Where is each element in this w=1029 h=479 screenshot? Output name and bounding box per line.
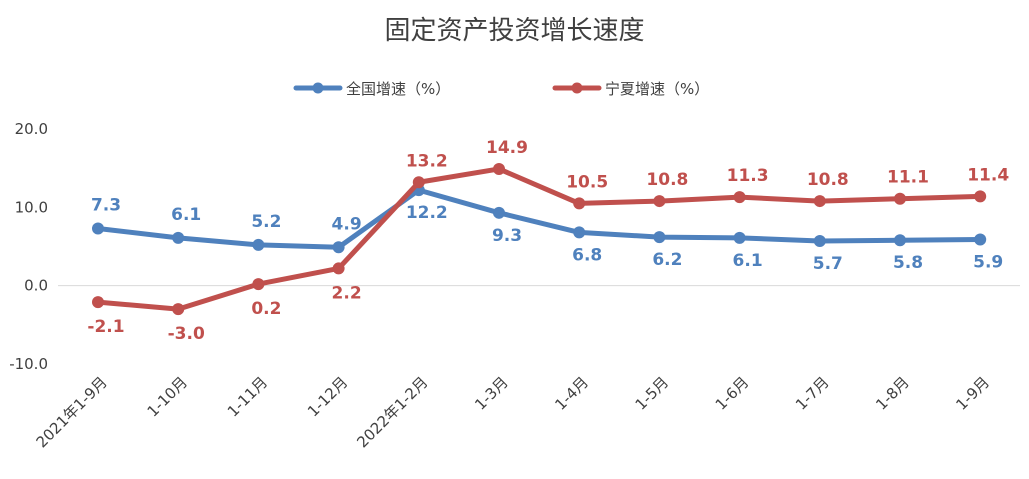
data-point	[332, 262, 345, 275]
data-label: 14.9	[486, 138, 528, 158]
data-label: 11.1	[887, 168, 929, 188]
legend-item: 宁夏增速（%）	[552, 80, 709, 98]
series-layer	[92, 162, 987, 316]
data-point	[252, 278, 265, 291]
legend-swatch-marker	[312, 82, 324, 94]
y-tick-label: 20.0	[15, 120, 48, 138]
data-label: 6.2	[652, 250, 682, 270]
x-tick-label: 1-7月	[792, 373, 833, 414]
data-label: 10.8	[807, 170, 849, 190]
x-tick-label: 1-3月	[471, 373, 512, 414]
x-tick-label: 1-5月	[632, 373, 673, 414]
x-tick-label: 1-8月	[872, 373, 913, 414]
x-tick-label: 1-4月	[551, 373, 592, 414]
data-label: 6.1	[733, 251, 763, 271]
x-tick-label: 1-12月	[304, 373, 351, 420]
chart-title: 固定资产投资增长速度	[384, 16, 645, 46]
data-label: -2.1	[87, 317, 124, 337]
data-label: 11.4	[967, 165, 1009, 185]
data-label: 4.9	[332, 214, 362, 234]
legend: 全国增速（%） 宁夏增速（%）	[293, 80, 709, 98]
data-label: 10.8	[646, 170, 688, 190]
data-label: 2.2	[332, 283, 362, 303]
data-point	[92, 222, 104, 235]
data-point	[733, 191, 746, 204]
data-point	[332, 241, 345, 254]
data-label: 6.1	[171, 205, 201, 225]
data-label: 5.9	[973, 252, 1003, 272]
y-tick-label: 0.0	[24, 277, 48, 295]
data-point	[92, 296, 104, 309]
x-tick-label: 1-9月	[952, 373, 993, 414]
data-label: 5.7	[813, 254, 843, 274]
data-point	[653, 231, 666, 244]
x-tick-label: 1-10月	[144, 373, 191, 420]
data-point	[252, 238, 265, 251]
data-label: 10.5	[566, 172, 608, 192]
x-tick-label: 2021年1-9月	[33, 373, 111, 451]
data-label: 7.3	[91, 195, 121, 215]
legend-label: 宁夏增速（%）	[605, 80, 709, 98]
y-tick-label: 10.0	[15, 198, 48, 216]
legend-item: 全国增速（%）	[293, 80, 450, 98]
data-point	[653, 195, 666, 208]
legend-swatch-marker	[571, 82, 583, 94]
data-label: 0.2	[251, 299, 281, 319]
data-label: 12.2	[406, 203, 448, 223]
data-point	[894, 234, 906, 247]
data-label: 13.2	[406, 151, 448, 171]
y-tick-label: -10.0	[9, 355, 48, 373]
x-tick-label: 1-11月	[224, 373, 271, 420]
data-label: 5.8	[893, 253, 923, 273]
series-line	[95, 166, 983, 312]
data-point	[974, 233, 987, 246]
data-label: 11.3	[727, 166, 769, 186]
data-label: 5.2	[251, 212, 281, 232]
data-label: 6.8	[572, 245, 602, 265]
data-point	[573, 226, 586, 239]
data-label: -3.0	[168, 324, 205, 344]
data-point	[412, 176, 425, 189]
data-point	[493, 206, 505, 219]
series-line	[95, 187, 983, 250]
x-tick-label: 2022年1-2月	[353, 373, 431, 451]
x-tick-label: 1-6月	[712, 373, 753, 414]
data-point	[813, 235, 826, 248]
data-point	[813, 195, 826, 208]
data-label: 9.3	[492, 226, 522, 246]
data-point	[172, 303, 185, 316]
data-point	[733, 231, 746, 244]
data-point	[894, 192, 906, 205]
data-point	[172, 231, 185, 244]
data-point	[573, 197, 586, 210]
legend-label: 全国增速（%）	[346, 80, 450, 98]
data-point	[493, 162, 505, 175]
data-label-layer: 7.3 6.1 5.2 4.9 12.2 9.3 6.8 6.2 6.1 5.7 5.8 5.9 -2.…	[87, 138, 1009, 344]
data-point	[974, 190, 987, 203]
